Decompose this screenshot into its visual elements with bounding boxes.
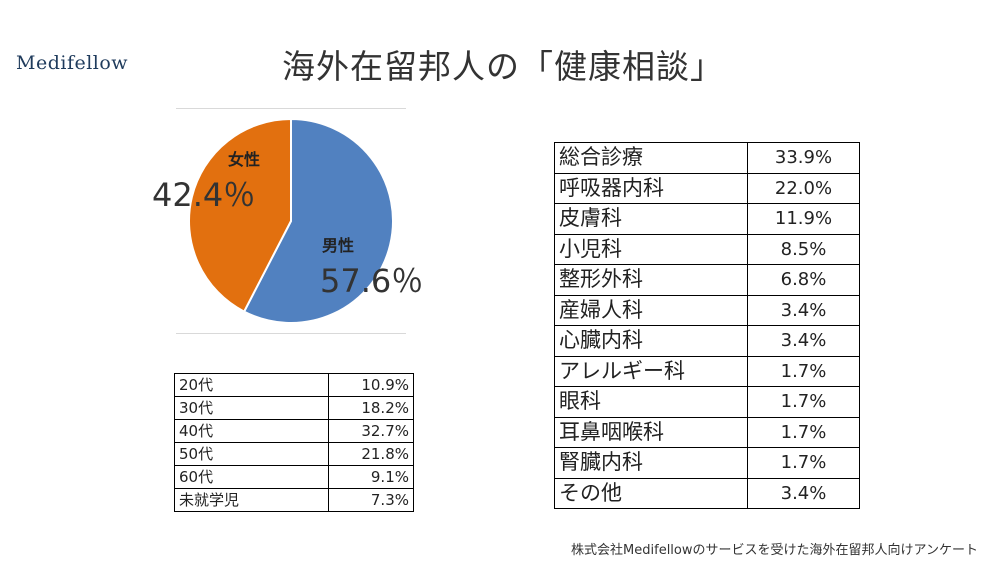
- department-row: その他 3.4%: [554, 477, 860, 509]
- department-row-value: 6.8%: [747, 264, 860, 296]
- department-row-value: 11.9%: [747, 203, 860, 235]
- department-row: アレルギー科 1.7%: [554, 355, 860, 387]
- age-row: 30代 18.2%: [174, 396, 414, 420]
- age-row-value: 18.2%: [328, 396, 414, 420]
- age-row-label: 30代: [174, 396, 329, 420]
- department-row: 皮膚科 11.9%: [554, 203, 860, 235]
- department-row-label: 小児科: [554, 233, 748, 265]
- department-row-label: 腎臓内科: [554, 447, 748, 479]
- department-row: 整形外科 6.8%: [554, 264, 860, 296]
- department-row: 小児科 8.5%: [554, 233, 860, 265]
- pie-slice-male: [242, 117, 394, 324]
- department-row-label: その他: [554, 477, 748, 509]
- department-row-label: 呼吸器内科: [554, 172, 748, 204]
- age-row-label: 20代: [174, 373, 329, 397]
- department-row-label: 整形外科: [554, 264, 748, 296]
- source-note: 株式会社Medifellowのサービスを受けた海外在留邦人向けアンケート: [571, 543, 978, 558]
- department-row-label: 皮膚科: [554, 203, 748, 235]
- age-row-value: 7.3%: [328, 488, 414, 512]
- age-row: 20代 10.9%: [174, 373, 414, 397]
- pie-top-rule: [176, 108, 406, 109]
- department-row-value: 3.4%: [747, 325, 860, 357]
- pie-label-male: 男性: [322, 236, 355, 255]
- age-row-value: 32.7%: [328, 419, 414, 443]
- pie-bottom-rule: [176, 333, 406, 334]
- department-row: 心臓内科 3.4%: [554, 325, 860, 357]
- pie-value-female: 42.4％: [152, 176, 256, 214]
- age-row: 40代 32.7%: [174, 419, 414, 443]
- age-table: 20代 10.9% 30代 18.2% 40代 32.7% 50代 21.8% 60代 9.1% 未…: [174, 373, 414, 512]
- department-row-value: 1.7%: [747, 355, 860, 387]
- age-row: 未就学児 7.3%: [174, 488, 414, 512]
- department-row-label: 耳鼻咽喉科: [554, 416, 748, 448]
- pie-slice-female: [188, 117, 292, 313]
- age-row: 60代 9.1%: [174, 465, 414, 489]
- age-row-value: 21.8%: [328, 442, 414, 466]
- department-row-label: 産婦人科: [554, 294, 748, 326]
- department-row-value: 22.0%: [747, 172, 860, 204]
- department-row-value: 3.4%: [747, 477, 860, 509]
- department-row: 総合診療 33.9%: [554, 142, 860, 174]
- age-row: 50代 21.8%: [174, 442, 414, 466]
- age-row-value: 10.9%: [328, 373, 414, 397]
- logo: Medifellow: [16, 52, 129, 74]
- department-row: 産婦人科 3.4%: [554, 294, 860, 326]
- department-row: 眼科 1.7%: [554, 386, 860, 418]
- department-row-value: 1.7%: [747, 447, 860, 479]
- age-row-label: 未就学児: [174, 488, 329, 512]
- page-title: 海外在留邦人の「健康相談」: [282, 47, 724, 86]
- department-row-value: 33.9%: [747, 142, 860, 174]
- age-row-label: 40代: [174, 419, 329, 443]
- department-row-value: 8.5%: [747, 233, 860, 265]
- department-row-value: 3.4%: [747, 294, 860, 326]
- department-table: 総合診療 33.9% 呼吸器内科 22.0% 皮膚科 11.9% 小児科 8.5% 整形外科 6.…: [554, 142, 860, 509]
- department-row-label: 心臓内科: [554, 325, 748, 357]
- department-row: 腎臓内科 1.7%: [554, 447, 860, 479]
- age-row-label: 60代: [174, 465, 329, 489]
- age-row-label: 50代: [174, 442, 329, 466]
- gender-pie-svg: [188, 117, 394, 324]
- pie-value-male: 57.6％: [320, 262, 424, 300]
- department-row-label: 眼科: [554, 386, 748, 418]
- department-row-value: 1.7%: [747, 416, 860, 448]
- department-row: 耳鼻咽喉科 1.7%: [554, 416, 860, 448]
- department-row-label: アレルギー科: [554, 355, 748, 387]
- department-row-label: 総合診療: [554, 142, 748, 174]
- department-row: 呼吸器内科 22.0%: [554, 172, 860, 204]
- pie-label-female: 女性: [228, 150, 261, 169]
- age-row-value: 9.1%: [328, 465, 414, 489]
- department-row-value: 1.7%: [747, 386, 860, 418]
- gender-pie-chart: 男性 57.6％ 女性 42.4％: [152, 108, 423, 334]
